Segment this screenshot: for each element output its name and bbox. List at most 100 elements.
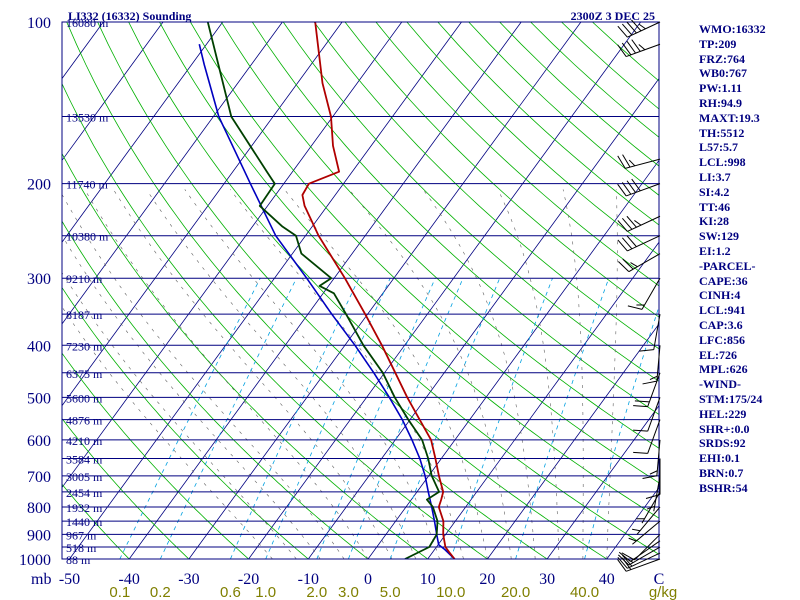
moist-adiabat-line [113, 189, 393, 559]
index-line: LCL:941 [699, 303, 746, 318]
mixing-ratio-axis-labels: 0.1 0.2 0.6 1.0 2.0 3.0 5.0 10.0 20.0 40.0 g/kg [109, 584, 677, 600]
wind-barb-feather [617, 559, 627, 572]
wind-barb-feather [649, 375, 658, 381]
wind-barb-feather [617, 183, 627, 197]
index-line: L57:5.7 [699, 140, 738, 155]
index-line: KI:28 [699, 214, 729, 229]
index-line: MAXT:19.3 [699, 110, 760, 125]
temperature-tick-label: -50 [59, 571, 80, 588]
wind-barb-staff [627, 552, 661, 569]
wind-barb-staff [628, 253, 661, 273]
index-line: BSHR:54 [699, 480, 748, 495]
wind-barb-staff [625, 158, 661, 169]
wind-barb-feather [621, 237, 633, 250]
wind-barb-staff [628, 546, 661, 566]
wind-barb-feather [617, 220, 628, 232]
temperature-tick-label: 30 [539, 571, 555, 588]
isotherm-line [62, 22, 224, 243]
wind-barb-feather [631, 178, 641, 192]
index-line: BRN:0.7 [699, 465, 744, 480]
height-label: 10380 m [66, 230, 109, 244]
mixing-ratio-tick-label: 10.0 [436, 584, 465, 600]
sounding-time: 2300Z 3 DEC 25 [571, 9, 655, 23]
isotherm-line [427, 241, 659, 559]
isotherm-line [69, 22, 462, 559]
moist-adiabat-line [606, 189, 618, 559]
wind-barb-feather [617, 44, 627, 57]
isotherm-line [188, 22, 582, 559]
wind-barb-feather [638, 44, 646, 51]
temperature-tick-label: -10 [298, 571, 319, 588]
index-line: CINH:4 [699, 288, 741, 303]
height-label: 518 m [66, 541, 97, 555]
wind-barb-feather [631, 19, 642, 32]
pressure-tick-label: 200 [27, 177, 51, 194]
mixing-ratio-tick-label: 40.0 [570, 584, 599, 600]
isotherm-line [367, 159, 659, 559]
wind-barb-feather [646, 505, 655, 510]
index-line: LFC:856 [699, 332, 745, 347]
height-label: 13530 m [66, 111, 109, 125]
isotherm-line [62, 22, 403, 489]
index-line: CAPE:36 [699, 273, 748, 288]
pressure-unit-label: mb [31, 571, 51, 588]
wind-barb [646, 475, 661, 512]
mixing-ratio-tick-label: 1.0 [255, 584, 276, 600]
mixing-ratio-tick-label: 5.0 [380, 584, 401, 600]
mixing-ratio-tick-label: 3.0 [338, 584, 359, 600]
height-label: 9210 m [66, 272, 103, 286]
temperature-tick-label: -40 [119, 571, 140, 588]
wind-barb-feather [622, 154, 631, 168]
wind-barb-feather [628, 537, 637, 542]
wind-barb-feather [649, 470, 658, 475]
temperature-axis-labels: -50 -40 -30 -20 -10 0 10 20 30 40 C [59, 571, 665, 588]
wind-barb-feather [621, 23, 633, 36]
wind-barb [617, 178, 661, 197]
wind-barb [632, 506, 661, 535]
height-label: 16080 m [66, 16, 109, 30]
wind-barb-feather [618, 261, 630, 273]
index-line: SHR+:0.0 [699, 421, 750, 436]
plot-area [62, 22, 659, 559]
index-line: RH:94.9 [699, 95, 742, 110]
wind-barb-staff [627, 235, 661, 252]
height-label: 3005 m [66, 470, 103, 484]
wind-barb-feather [626, 180, 636, 193]
wind-barb-feather [633, 451, 648, 454]
temperature-trace [301, 22, 456, 559]
moist-adiabat-line [229, 189, 464, 559]
height-label: 1440 m [66, 515, 103, 529]
index-line: LI:3.7 [699, 169, 731, 184]
isotherm-line [62, 22, 164, 162]
index-line: LCL:998 [699, 155, 746, 170]
wind-barb-feather [621, 552, 635, 561]
wind-barb-feather [638, 23, 646, 30]
height-label: 7230 m [66, 339, 103, 353]
wind-barb-feather [645, 494, 661, 500]
mixing-ratio-tick-label: 0.1 [109, 584, 130, 600]
mixing-ratio-unit-label: g/kg [649, 584, 677, 600]
wind-barb-staff [632, 520, 661, 545]
pressure-tick-label: 700 [27, 469, 51, 486]
mixing-ratio-tick-label: 2.0 [306, 584, 327, 600]
isotherm-line [248, 22, 641, 559]
wind-barb-feather [642, 380, 657, 385]
wind-barb-feather [634, 220, 642, 226]
height-label: 5600 m [66, 391, 103, 405]
wind-barb-feather [621, 42, 632, 56]
wind-barb-staff [647, 372, 661, 407]
index-line: CAP:3.6 [699, 317, 743, 332]
wind-barb-feather [633, 429, 648, 432]
temperature-tick-label: -30 [178, 571, 199, 588]
pressure-axis-labels: 100 200 300 400 500 600 700 800 900 1000 mb [19, 15, 51, 588]
wind-barb [617, 154, 661, 169]
temperature-unit-label: C [654, 571, 665, 588]
wind-barb-staff [626, 43, 661, 58]
mixing-ratio-tick-label: 20.0 [501, 584, 530, 600]
height-label: 6375 m [66, 367, 103, 381]
mixing-ratio-line [159, 278, 297, 559]
height-label: 4876 m [66, 414, 103, 428]
wind-barb-staff [636, 506, 661, 535]
